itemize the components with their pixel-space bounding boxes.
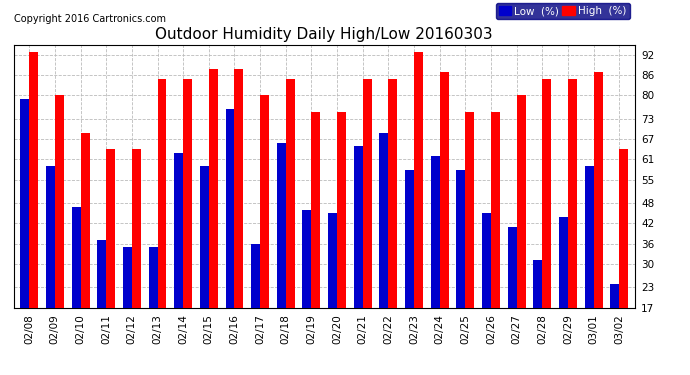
Bar	[81, 132, 90, 308]
Bar	[183, 79, 192, 308]
Bar	[533, 260, 542, 308]
Bar	[542, 79, 551, 308]
Bar	[148, 247, 157, 308]
Bar	[286, 79, 295, 308]
Bar	[97, 240, 106, 308]
Bar	[200, 166, 209, 308]
Bar	[328, 213, 337, 308]
Legend: Low  (%), High  (%): Low (%), High (%)	[495, 3, 629, 20]
Bar	[491, 112, 500, 308]
Bar	[311, 112, 320, 308]
Bar	[106, 149, 115, 308]
Bar	[72, 207, 81, 308]
Bar	[466, 112, 475, 308]
Bar	[29, 52, 38, 308]
Bar	[20, 99, 29, 308]
Bar	[457, 170, 466, 308]
Bar	[593, 72, 603, 308]
Bar	[380, 132, 388, 308]
Bar	[55, 96, 64, 308]
Bar	[559, 217, 568, 308]
Title: Outdoor Humidity Daily High/Low 20160303: Outdoor Humidity Daily High/Low 20160303	[155, 27, 493, 42]
Bar	[337, 112, 346, 308]
Bar	[611, 284, 620, 308]
Text: Copyright 2016 Cartronics.com: Copyright 2016 Cartronics.com	[14, 14, 166, 24]
Bar	[209, 69, 218, 308]
Bar	[584, 166, 593, 308]
Bar	[482, 213, 491, 308]
Bar	[517, 96, 526, 308]
Bar	[508, 227, 517, 308]
Bar	[440, 72, 449, 308]
Bar	[568, 79, 577, 308]
Bar	[414, 52, 423, 308]
Bar	[226, 109, 235, 307]
Bar	[157, 79, 166, 308]
Bar	[251, 243, 260, 308]
Bar	[354, 146, 363, 308]
Bar	[302, 210, 311, 308]
Bar	[363, 79, 372, 308]
Bar	[388, 79, 397, 308]
Bar	[123, 247, 132, 308]
Bar	[235, 69, 244, 308]
Bar	[260, 96, 269, 308]
Bar	[431, 156, 440, 308]
Bar	[405, 170, 414, 308]
Bar	[620, 149, 629, 308]
Bar	[174, 153, 183, 308]
Bar	[277, 142, 286, 308]
Bar	[46, 166, 55, 308]
Bar	[132, 149, 141, 308]
